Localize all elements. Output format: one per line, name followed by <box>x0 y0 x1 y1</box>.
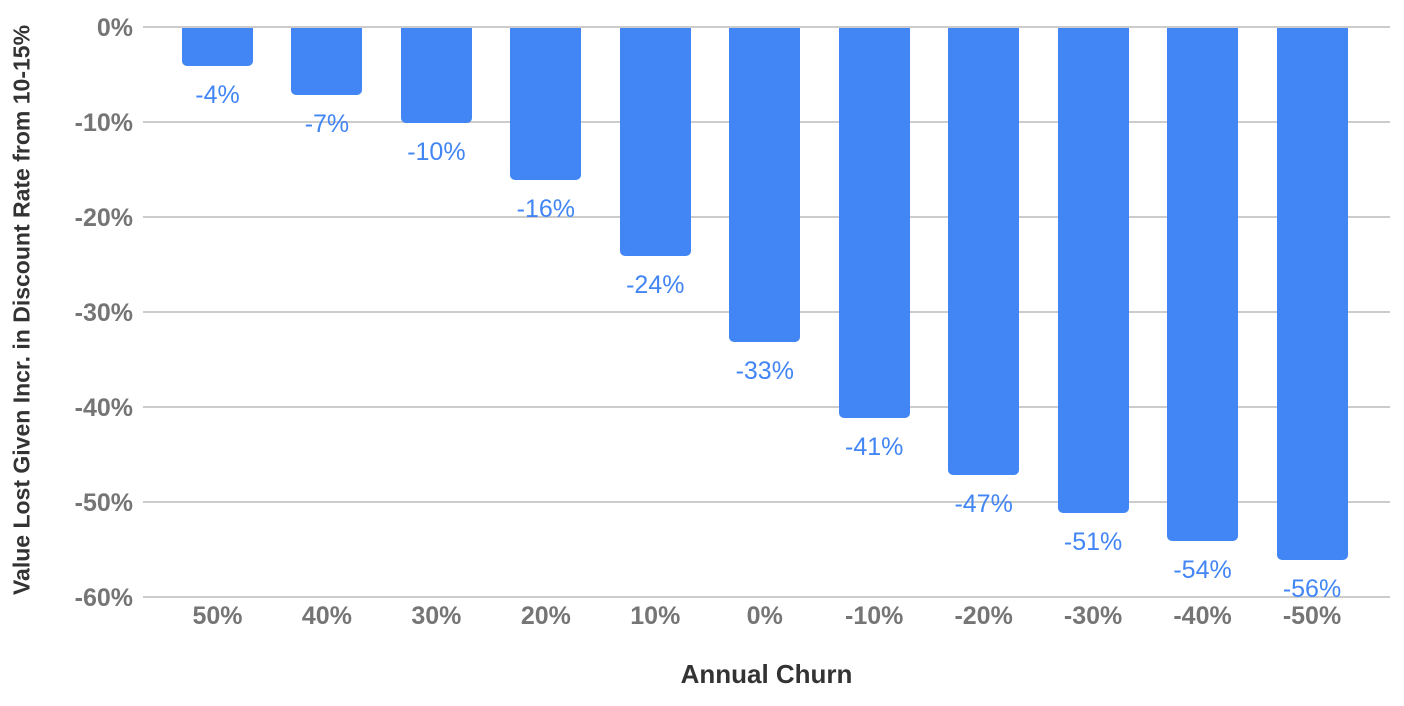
x-tick-label: -40% <box>1173 602 1232 630</box>
bar <box>1276 28 1348 560</box>
x-tick-label: 40% <box>301 602 352 630</box>
data-label: -7% <box>304 109 350 138</box>
y-tick-label: -30% <box>74 299 133 327</box>
gridline <box>143 26 1390 28</box>
data-label: -56% <box>1282 575 1342 603</box>
data-label: -54% <box>1173 556 1232 584</box>
gridline <box>143 501 1390 503</box>
bar <box>1167 28 1239 541</box>
bar <box>838 28 910 418</box>
gridline <box>143 596 1390 598</box>
data-label: -41% <box>845 432 904 461</box>
data-label: -51% <box>1063 527 1123 556</box>
x-tick-label: 30% <box>411 602 462 630</box>
x-tick-label: -20% <box>954 602 1013 630</box>
y-tick-label: -10% <box>74 109 133 137</box>
x-tick-label: -10% <box>845 602 904 630</box>
x-axis-title: Annual Churn <box>680 659 853 689</box>
data-label: -4% <box>195 81 240 109</box>
bar <box>291 28 363 95</box>
gridline <box>143 406 1390 408</box>
y-tick-label: -20% <box>74 204 133 232</box>
data-label: -33% <box>735 356 794 385</box>
data-label: -16% <box>516 195 576 223</box>
data-label: -24% <box>626 271 685 299</box>
data-label: -47% <box>954 489 1013 518</box>
x-tick-label: 0% <box>746 602 783 630</box>
y-tick-label: -60% <box>74 584 133 612</box>
data-label: -10% <box>407 138 466 166</box>
x-tick-label: 20% <box>520 602 571 630</box>
bar <box>729 28 801 342</box>
x-tick-label: 10% <box>630 602 681 630</box>
y-tick-label: -50% <box>74 489 133 517</box>
x-tick-label: -30% <box>1063 602 1123 630</box>
bar <box>400 28 472 123</box>
bar <box>510 28 582 180</box>
y-tick-label: 0% <box>96 14 133 42</box>
bar <box>619 28 691 256</box>
y-tick-label: -40% <box>74 394 133 422</box>
bar <box>182 28 253 66</box>
x-tick-label: -50% <box>1282 602 1342 630</box>
bar <box>1057 28 1129 513</box>
x-tick-label: 50% <box>192 602 243 630</box>
bar <box>948 28 1020 475</box>
